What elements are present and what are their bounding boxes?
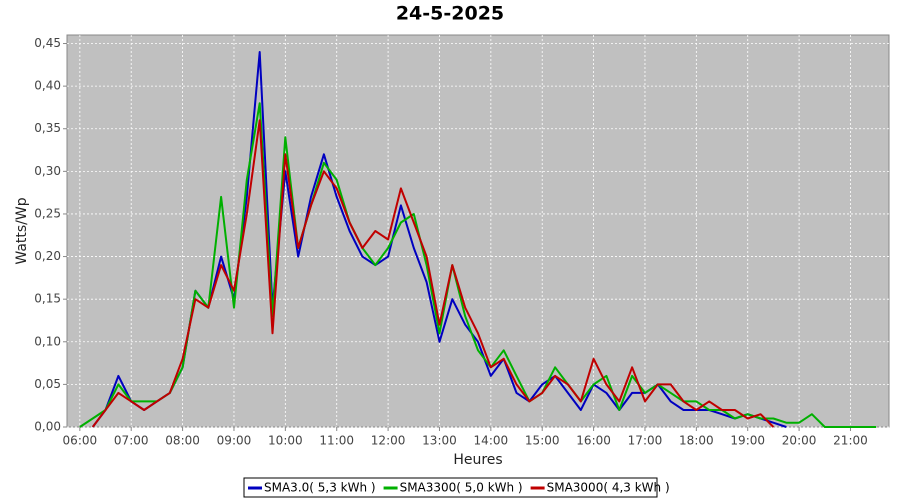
y-tick-label: 0,30 — [34, 164, 61, 178]
y-tick-label: 0,05 — [34, 377, 61, 391]
x-tick-label: 17:00 — [628, 434, 663, 448]
y-tick-label: 0,40 — [34, 79, 61, 93]
x-tick-label: 13:00 — [422, 434, 457, 448]
x-tick-label: 19:00 — [730, 434, 765, 448]
plot-area — [66, 34, 890, 428]
x-tick-label: 21:00 — [833, 434, 868, 448]
x-tick-label: 11:00 — [319, 434, 354, 448]
y-axis-label: Watts/Wp — [14, 197, 30, 264]
y-tick-label: 0,10 — [34, 334, 61, 348]
y-tick-label: 0,20 — [34, 249, 61, 263]
x-tick-label: 14:00 — [474, 434, 509, 448]
x-tick-label: 16:00 — [576, 434, 611, 448]
y-tick-label: 0,25 — [34, 206, 61, 220]
x-tick-label: 18:00 — [679, 434, 714, 448]
legend-label: SMA3000( 4,3 kWh ) — [547, 481, 670, 495]
chart-title: 24-5-2025 — [396, 3, 504, 25]
x-tick-label: 15:00 — [525, 434, 560, 448]
y-tick-label: 0,15 — [34, 292, 61, 306]
x-tick-label: 07:00 — [114, 434, 149, 448]
x-tick-label: 06:00 — [63, 434, 98, 448]
x-tick-label: 20:00 — [782, 434, 817, 448]
x-tick-label: 10:00 — [268, 434, 303, 448]
series-line — [91, 119, 775, 428]
legend — [243, 477, 658, 498]
x-tick-label: 08:00 — [165, 434, 200, 448]
x-tick-label: 09:00 — [217, 434, 252, 448]
y-tick-label: 0,00 — [34, 420, 61, 434]
legend-label: SMA3.0( 5,3 kWh ) — [264, 481, 376, 495]
legend-label: SMA3300( 5,0 kWh ) — [400, 481, 523, 495]
y-tick-label: 0,35 — [34, 121, 61, 135]
x-tick-label: 12:00 — [371, 434, 406, 448]
x-axis-label: Heures — [453, 452, 502, 468]
y-tick-label: 0,45 — [34, 36, 61, 50]
